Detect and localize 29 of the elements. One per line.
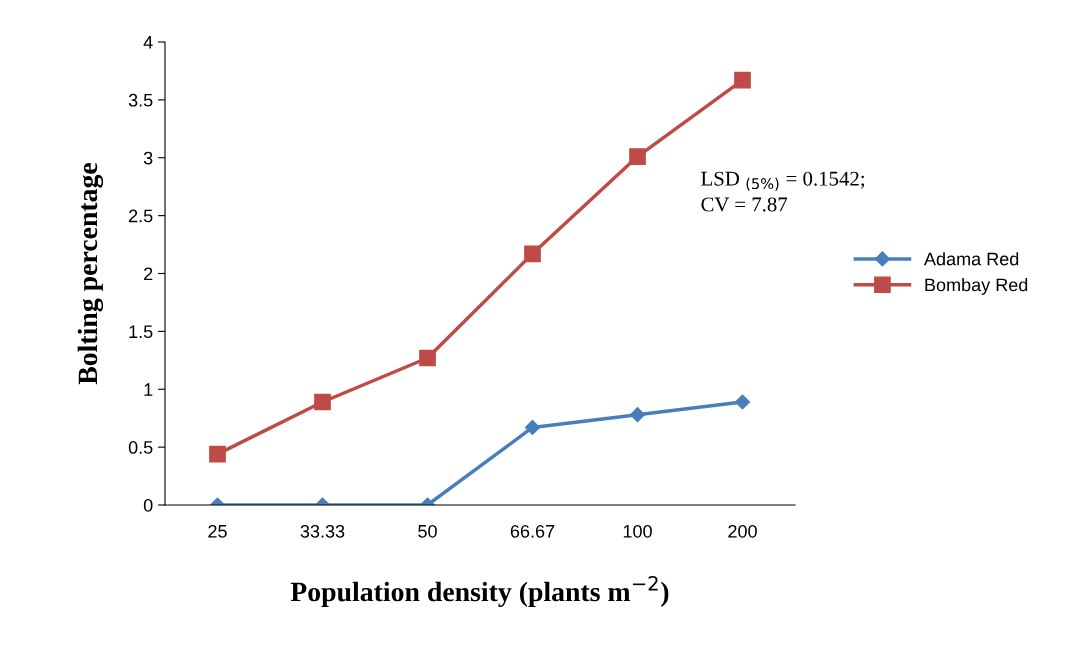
point [734,394,751,410]
y-axis-title: Bolting percentage [77,162,104,385]
point [629,407,646,423]
x-tick-label: 66.67 [510,524,555,538]
x-tick-label: 100 [623,524,652,538]
point [314,393,331,411]
legend-label: Bombay Red [925,278,1028,295]
y-tick-label: 2 [144,267,153,281]
legend-label: Adama Red [924,252,1019,266]
point [419,349,436,367]
point [629,148,646,165]
x-tick-label: 50 [418,524,437,538]
x-tick-label: 25 [208,524,227,538]
x-tick-label: 200 [728,524,757,538]
point [524,419,541,436]
y-tick-label: 2.5 [129,209,153,223]
point [734,71,751,89]
x-tick-label: 33.33 [300,524,345,538]
point [524,245,541,263]
y-tick-label: 1 [144,383,153,396]
y-tick-label: 0.5 [128,441,153,454]
y-tick-label: 3.5 [128,93,153,107]
point [209,445,226,463]
annotation: LSD $_{(5%)}$ = 0.1542; CV = 7.87 [701,171,864,212]
y-tick-label: 0 [143,498,153,512]
y-tick-label: 4 [143,36,153,49]
y-tick-label: 1.5 [129,325,153,339]
x-axis-title: Population density (plants m$^{−2}$) [290,576,669,608]
y-tick-label: 3 [143,151,153,165]
